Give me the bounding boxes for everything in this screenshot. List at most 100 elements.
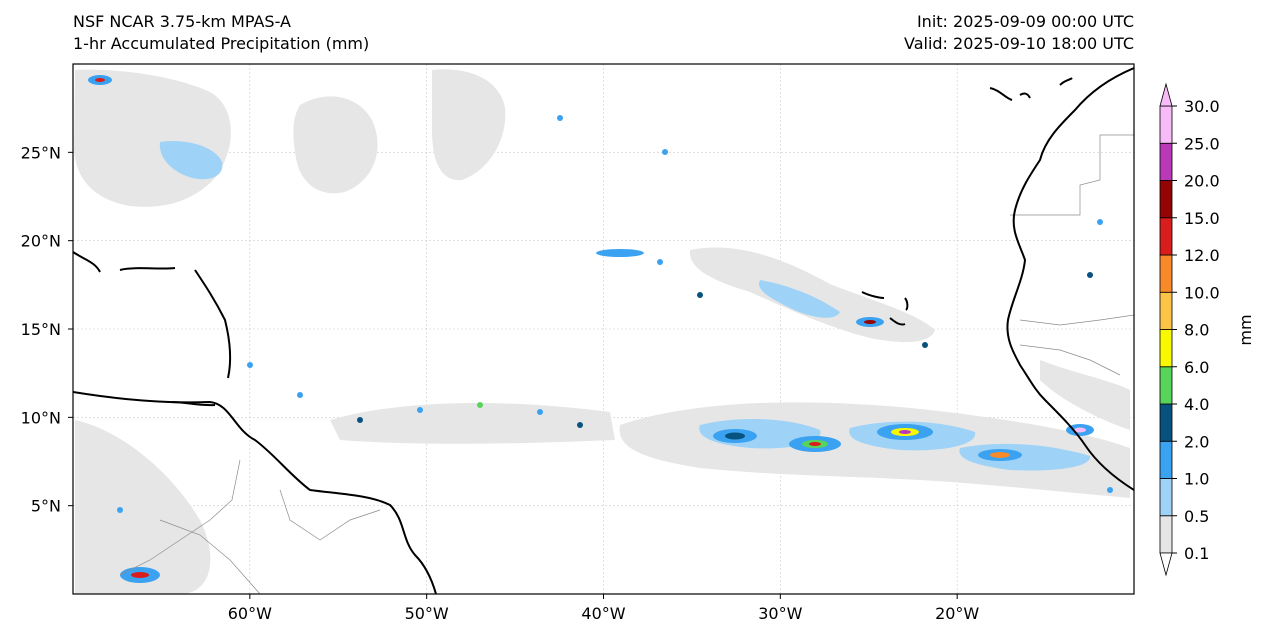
precip-area-central-north xyxy=(293,96,378,194)
coast-trinidad xyxy=(171,401,216,407)
border-south-america-1 xyxy=(119,459,241,576)
lon-tick-label: 40°W xyxy=(581,604,625,623)
colorbar-segment xyxy=(1159,515,1173,554)
precip-light-areas xyxy=(74,69,1130,594)
border-africa-1 xyxy=(1010,134,1134,216)
precip-heavy-cores xyxy=(88,75,1094,583)
lat-tick-label: 5°N xyxy=(31,497,61,516)
precip-core-2 xyxy=(725,432,745,440)
colorbar-segment xyxy=(1159,403,1173,442)
colorbar-tick-label: 12.0 xyxy=(1184,246,1220,265)
precip-cell xyxy=(1097,219,1103,225)
lat-tick-label: 10°N xyxy=(21,408,61,427)
colorbar-tick-label: 15.0 xyxy=(1184,209,1220,228)
lat-tick-label: 15°N xyxy=(21,320,61,339)
colorbar-extend-min xyxy=(1159,552,1173,577)
init-time: Init: 2025-09-09 00:00 UTC xyxy=(916,12,1134,31)
lon-tick-label: 60°W xyxy=(228,604,272,623)
colorbar-tick-label: 30.0 xyxy=(1184,97,1220,116)
colorbar-segment xyxy=(1159,180,1173,219)
border-africa-3 xyxy=(1019,344,1121,376)
precip-cell xyxy=(577,422,583,428)
title-right: Init: 2025-09-09 00:00 UTC Valid: 2025-0… xyxy=(904,11,1134,55)
precip-cell xyxy=(247,362,253,368)
precip-cell-cv-1 xyxy=(759,280,840,318)
precip-cell xyxy=(922,342,928,348)
coastlines xyxy=(73,67,1134,594)
colorbar-extend-max xyxy=(1159,82,1173,107)
precip-area-itcz-west xyxy=(330,402,615,444)
colorbar-tick-label: 6.0 xyxy=(1184,358,1209,377)
colorbar: 0.1 0.5 1.0 2.0 4.0 6.0 8.0 10.0 12.0 15.0 20.0 25.… xyxy=(1159,82,1220,577)
colorbar-tick-label: 10.0 xyxy=(1184,283,1220,302)
precip-core-19 xyxy=(131,572,149,578)
colorbar-segment xyxy=(1159,440,1173,479)
colorbar-segment xyxy=(1159,254,1173,293)
colorbar-segment xyxy=(1159,142,1173,181)
colorbar-tick-label: 25.0 xyxy=(1184,134,1220,153)
precip-core-12 xyxy=(864,320,876,324)
precip-core-5 xyxy=(809,442,821,446)
precip-cell xyxy=(1087,272,1093,278)
precip-cell xyxy=(357,417,363,423)
border-south-america-3 xyxy=(159,519,261,594)
lon-tick-label: 50°W xyxy=(405,604,449,623)
precip-cell xyxy=(662,149,668,155)
coast-canary-islands xyxy=(989,77,1073,101)
coast-hispaniola-pr xyxy=(73,251,176,273)
field-name: 1-hr Accumulated Precipitation (mm) xyxy=(73,34,370,53)
colorbar-tick-label: 0.5 xyxy=(1184,507,1209,526)
colorbar-tick-label: 2.0 xyxy=(1184,432,1209,451)
model-name: NSF NCAR 3.75-km MPAS-A xyxy=(73,12,291,31)
precip-core-10 xyxy=(990,452,1010,458)
colorbar-label: mm xyxy=(1236,314,1255,345)
precip-core-15 xyxy=(1074,427,1086,433)
country-borders xyxy=(119,134,1134,594)
precip-cell-nw-1 xyxy=(159,140,223,180)
border-africa-2 xyxy=(1019,314,1134,326)
precip-scattered-cells xyxy=(117,115,1113,513)
lat-tick-label: 25°N xyxy=(21,143,61,162)
coast-cape-verde xyxy=(861,291,909,326)
title-left: NSF NCAR 3.75-km MPAS-A 1-hr Accumulated… xyxy=(73,11,369,55)
map-content xyxy=(73,64,1134,594)
precip-cell xyxy=(537,409,543,415)
latitude-ticks: 5°N 10°N 15°N 20°N 25°N xyxy=(21,143,73,516)
lat-tick-label: 20°N xyxy=(21,232,61,251)
precip-core-13 xyxy=(596,249,644,257)
valid-time: Valid: 2025-09-10 18:00 UTC xyxy=(903,34,1134,53)
colorbar-tick-label: 8.0 xyxy=(1184,321,1209,340)
precip-cell xyxy=(417,407,423,413)
coast-south-america xyxy=(73,391,437,594)
precip-cell xyxy=(477,402,483,408)
precip-area-africa-coast xyxy=(1040,360,1130,430)
colorbar-tick-label: 0.1 xyxy=(1184,544,1209,563)
precip-cell xyxy=(117,507,123,513)
coast-africa xyxy=(1006,67,1134,491)
precip-area-south-america xyxy=(75,420,211,594)
lon-tick-label: 30°W xyxy=(758,604,802,623)
colorbar-segment xyxy=(1159,366,1173,405)
colorbar-segment xyxy=(1159,105,1173,144)
colorbar-segment xyxy=(1159,217,1173,256)
colorbar-segment xyxy=(1159,478,1173,517)
colorbar-segment xyxy=(1159,329,1173,368)
precip-cell xyxy=(297,392,303,398)
colorbar-segment xyxy=(1159,291,1173,330)
precip-core-8 xyxy=(899,430,911,434)
precip-cell xyxy=(1107,487,1113,493)
precip-area-north-mid xyxy=(432,69,506,181)
precip-cell xyxy=(697,292,703,298)
lon-tick-label: 20°W xyxy=(935,604,979,623)
colorbar-tick-label: 20.0 xyxy=(1184,172,1220,191)
precip-cell xyxy=(657,259,663,265)
precip-core-17 xyxy=(95,78,105,82)
border-south-america-2 xyxy=(279,489,381,541)
precip-cell xyxy=(557,115,563,121)
graticule xyxy=(73,64,1134,594)
longitude-ticks: 60°W 50°W 40°W 30°W 20°W xyxy=(228,594,979,623)
colorbar-tick-label: 4.0 xyxy=(1184,395,1209,414)
coast-lesser-antilles xyxy=(194,269,232,379)
colorbar-tick-label: 1.0 xyxy=(1184,470,1209,489)
